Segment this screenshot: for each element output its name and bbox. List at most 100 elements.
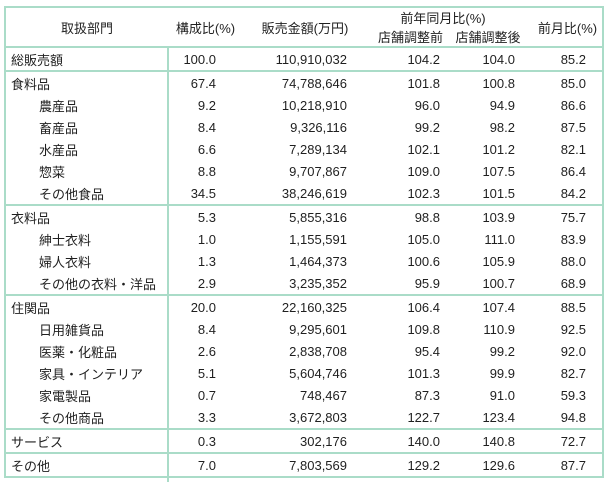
mom-cell: 82.7 — [560, 365, 586, 381]
table-row: 農産品 9.2 10,218,910 96.0 94.9 86.6 — [5, 94, 603, 116]
department-cell: 惣菜 — [5, 160, 169, 182]
mom-cell: 87.5 — [560, 119, 586, 135]
table-row: 医薬・化粧品 2.6 2,838,708 95.4 99.2 92.0 — [5, 340, 603, 362]
yoy-after-adjustment-cell: 104.0 — [482, 51, 515, 67]
table-row: 畜産品 8.4 9,326,116 99.2 98.2 87.5 — [5, 116, 603, 138]
department-cell: 家電製品 — [5, 384, 169, 406]
yoy-after-adjustment-cell: 107.4 — [453, 294, 523, 318]
sales-amount-cell: 38,246,619 — [281, 185, 347, 201]
composition-ratio-cell: 6.6 — [197, 141, 216, 157]
composition-ratio-cell: 3.3 — [197, 409, 216, 425]
mom-cell: 86.6 — [560, 97, 586, 113]
yoy-before-adjustment-cell: 129.2 — [353, 452, 453, 477]
composition-ratio-cell: 7.0 — [168, 452, 243, 477]
department-cell: 紳士衣料 — [5, 228, 169, 250]
mom-cell: 75.7 — [523, 204, 603, 228]
sales-amount-cell: 7,803,569 — [243, 452, 353, 477]
sales-amount-cell: 9,707,867 — [289, 163, 347, 179]
department-cell: 総販売額 — [5, 47, 169, 71]
yoy-before-adjustment-cell: 104.2 — [407, 51, 440, 67]
composition-ratio-cell: 2.9 — [197, 275, 216, 291]
yoy-before-adjustment-cell: 105.0 — [407, 231, 440, 247]
yoy-before-adjustment-cell: 140.0 — [353, 428, 453, 453]
yoy-before-adjustment-cell: 106.4 — [353, 294, 453, 318]
yoy-before-adjustment-cell: 109.8 — [407, 321, 440, 337]
table-row: 食料品 67.4 74,788,646 101.8 100.8 85.0 — [5, 70, 603, 94]
yoy-after-adjustment-cell: 91.0 — [489, 387, 515, 403]
yoy-after-adjustment-cell: 107.5 — [482, 163, 515, 179]
sales-amount-cell: 3,235,352 — [289, 275, 347, 291]
table-row: その他商品 3.3 3,672,803 122.7 123.4 94.8 — [5, 406, 603, 429]
yoy-after-adjustment-cell: 111.0 — [484, 231, 515, 247]
table-row: 日用雑貨品 8.4 9,295,601 109.8 110.9 92.5 — [5, 318, 603, 340]
table-row: 婦人衣料 1.3 1,464,373 100.6 105.9 88.0 — [5, 250, 603, 272]
yoy-after-adjustment-cell: 123.4 — [482, 409, 515, 425]
department-cell: 衣料品 — [5, 204, 169, 228]
composition-ratio-cell: 100.0 — [183, 51, 216, 67]
composition-ratio-cell: 5.3 — [168, 204, 243, 228]
table-row: 衣料品 5.3 5,855,316 98.8 103.9 75.7 — [5, 204, 603, 228]
header-month-over-month: 前月比(%) — [537, 20, 598, 36]
yoy-before-adjustment-cell: 95.4 — [414, 343, 440, 359]
yoy-before-adjustment-cell: 95.9 — [414, 275, 440, 291]
divider-tail — [167, 478, 169, 482]
table-header: 取扱部門 構成比(%) 販売金額(万円) 前年同月比(%) 前月比(%) 店舗調… — [5, 7, 603, 47]
table-row: その他の衣料・洋品 2.9 3,235,352 95.9 100.7 68.9 — [5, 272, 603, 295]
header-year-over-year: 前年同月比(%) — [400, 11, 486, 26]
yoy-before-adjustment-cell: 122.7 — [407, 409, 440, 425]
department-cell: 食料品 — [5, 70, 169, 94]
composition-ratio-cell: 34.5 — [190, 185, 216, 201]
header-sales-amount: 販売金額(万円) — [261, 20, 349, 36]
mom-cell: 92.5 — [560, 321, 586, 337]
sales-statistics-table: 取扱部門 構成比(%) 販売金額(万円) 前年同月比(%) 前月比(%) 店舗調… — [4, 6, 604, 478]
mom-cell: 87.7 — [523, 452, 603, 477]
composition-ratio-cell: 9.2 — [197, 97, 216, 113]
yoy-after-adjustment-cell: 100.8 — [453, 70, 523, 94]
header-before-store-adjustment: 店舗調整前 — [377, 30, 443, 45]
sales-amount-cell: 5,604,746 — [289, 365, 347, 381]
yoy-after-adjustment-cell: 99.2 — [489, 343, 515, 359]
sales-amount-cell: 5,855,316 — [243, 204, 353, 228]
composition-ratio-cell: 8.8 — [197, 163, 216, 179]
sales-amount-cell: 1,464,373 — [289, 253, 347, 269]
yoy-before-adjustment-cell: 87.3 — [414, 387, 440, 403]
sales-amount-cell: 10,218,910 — [281, 97, 347, 113]
yoy-before-adjustment-cell: 102.3 — [407, 185, 440, 201]
department-cell: 日用雑貨品 — [5, 318, 169, 340]
table-row: サービス 0.3 302,176 140.0 140.8 72.7 — [5, 428, 603, 453]
yoy-before-adjustment-cell: 101.8 — [353, 70, 453, 94]
department-cell: 畜産品 — [5, 116, 169, 138]
yoy-after-adjustment-cell: 103.9 — [453, 204, 523, 228]
table-row: 紳士衣料 1.0 1,155,591 105.0 111.0 83.9 — [5, 228, 603, 250]
header-department: 取扱部門 — [60, 20, 113, 36]
mom-cell: 88.5 — [523, 294, 603, 318]
department-cell: 婦人衣料 — [5, 250, 169, 272]
mom-cell: 82.1 — [560, 141, 586, 157]
mom-cell: 84.2 — [560, 185, 586, 201]
department-cell: その他食品 — [5, 182, 169, 205]
yoy-after-adjustment-cell: 101.2 — [482, 141, 515, 157]
yoy-after-adjustment-cell: 100.7 — [482, 275, 515, 291]
yoy-after-adjustment-cell: 101.5 — [482, 185, 515, 201]
sales-amount-cell: 22,160,325 — [243, 294, 353, 318]
table-row: 水産品 6.6 7,289,134 102.1 101.2 82.1 — [5, 138, 603, 160]
sales-amount-cell: 9,295,601 — [289, 321, 347, 337]
yoy-before-adjustment-cell: 109.0 — [407, 163, 440, 179]
department-cell: その他 — [5, 452, 169, 477]
mom-cell: 85.0 — [523, 70, 603, 94]
sales-amount-cell: 9,326,116 — [290, 119, 347, 135]
composition-ratio-cell: 1.0 — [197, 231, 216, 247]
composition-ratio-cell: 5.1 — [197, 365, 216, 381]
table-row: 家具・インテリア 5.1 5,604,746 101.3 99.9 82.7 — [5, 362, 603, 384]
department-cell: 医薬・化粧品 — [5, 340, 169, 362]
department-cell: 農産品 — [5, 94, 169, 116]
yoy-after-adjustment-cell: 99.9 — [489, 365, 515, 381]
table-row: 総販売額 100.0 110,910,032 104.2 104.0 85.2 — [5, 47, 603, 71]
composition-ratio-cell: 8.4 — [197, 119, 216, 135]
mom-cell: 94.8 — [560, 409, 586, 425]
yoy-after-adjustment-cell: 94.9 — [489, 97, 515, 113]
table-row: その他食品 34.5 38,246,619 102.3 101.5 84.2 — [5, 182, 603, 205]
yoy-after-adjustment-cell: 98.2 — [489, 119, 515, 135]
composition-ratio-cell: 8.4 — [197, 321, 216, 337]
